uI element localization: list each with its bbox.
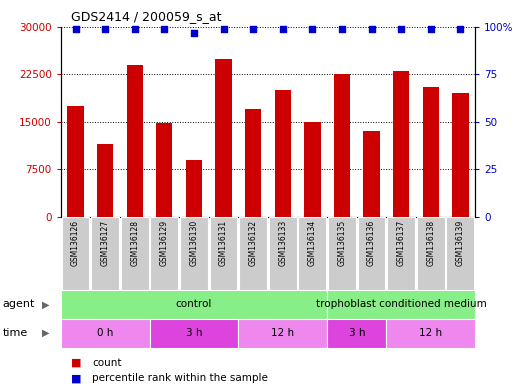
Text: count: count [92,358,122,368]
Bar [156,123,173,217]
Bar [363,131,380,217]
Point [308,26,317,32]
Bar [245,109,261,217]
Bar [238,319,327,348]
Point [160,26,168,32]
Bar [121,217,149,290]
Text: GSM136132: GSM136132 [249,220,258,266]
Point [279,26,287,32]
Bar [447,217,474,290]
Bar [269,217,297,290]
Text: 12 h: 12 h [419,328,442,338]
Text: agent: agent [3,299,35,310]
Point [190,30,198,36]
Point [219,26,228,32]
Bar [417,217,445,290]
Point [456,26,465,32]
Point [71,26,80,32]
Text: GSM136138: GSM136138 [426,220,435,266]
Text: ■: ■ [71,373,82,383]
Bar [357,217,385,290]
Bar [68,106,83,217]
Bar [386,319,475,348]
Text: GSM136127: GSM136127 [101,220,110,266]
Bar [215,59,232,217]
Bar [422,87,439,217]
Point [101,26,109,32]
Text: GSM136129: GSM136129 [160,220,169,266]
Bar [149,319,238,348]
Bar [210,217,238,290]
Bar [97,144,114,217]
Text: time: time [3,328,28,338]
Point [427,26,435,32]
Bar [61,319,149,348]
Bar [275,90,291,217]
Text: GSM136126: GSM136126 [71,220,80,266]
Bar [180,217,208,290]
Bar [62,217,89,290]
Bar [327,290,475,319]
Text: GDS2414 / 200059_s_at: GDS2414 / 200059_s_at [71,10,222,23]
Text: 3 h: 3 h [186,328,202,338]
Text: GSM136136: GSM136136 [367,220,376,266]
Bar [334,74,350,217]
Bar [150,217,178,290]
Text: GSM136131: GSM136131 [219,220,228,266]
Bar [61,290,327,319]
Text: 0 h: 0 h [97,328,114,338]
Text: ▶: ▶ [42,328,50,338]
Bar [91,217,119,290]
Bar [298,217,326,290]
Bar [328,217,356,290]
Text: GSM136128: GSM136128 [130,220,139,266]
Text: 12 h: 12 h [271,328,294,338]
Point [249,26,257,32]
Bar [387,217,415,290]
Text: GSM136137: GSM136137 [397,220,406,266]
Text: GSM136134: GSM136134 [308,220,317,266]
Text: GSM136139: GSM136139 [456,220,465,266]
Text: percentile rank within the sample: percentile rank within the sample [92,373,268,383]
Bar [452,93,468,217]
Text: ▶: ▶ [42,299,50,310]
Point [130,26,139,32]
Bar [393,71,409,217]
Bar [304,122,320,217]
Text: control: control [176,299,212,310]
Point [397,26,406,32]
Text: 3 h: 3 h [348,328,365,338]
Bar [327,319,386,348]
Text: GSM136135: GSM136135 [337,220,346,266]
Text: trophoblast conditioned medium: trophoblast conditioned medium [316,299,487,310]
Text: GSM136130: GSM136130 [190,220,199,266]
Bar [127,65,143,217]
Point [338,26,346,32]
Point [367,26,376,32]
Text: ■: ■ [71,358,82,368]
Bar [239,217,267,290]
Bar [186,160,202,217]
Text: GSM136133: GSM136133 [278,220,287,266]
